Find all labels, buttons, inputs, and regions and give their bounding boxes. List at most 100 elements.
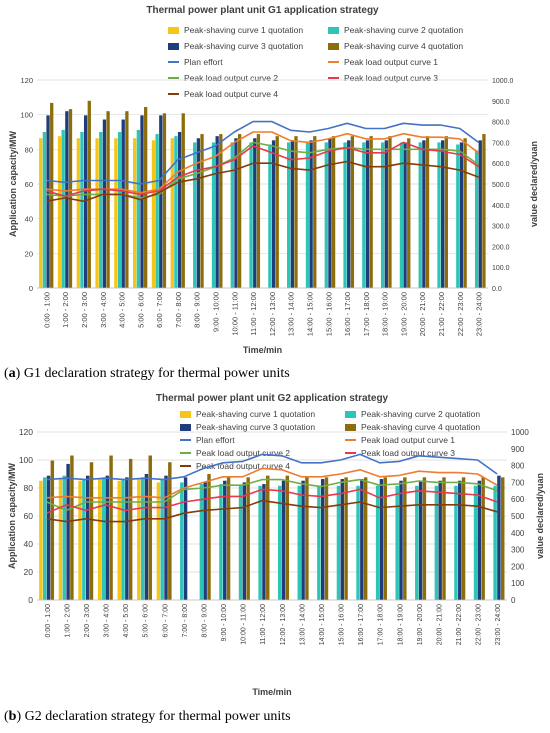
bar bbox=[174, 136, 178, 288]
caption-text: G1 declaration strategy for thermal powe… bbox=[23, 366, 290, 381]
x-tick-label: 10:00 - 11:00 bbox=[241, 604, 248, 645]
bar bbox=[125, 111, 129, 288]
y2-tick-label: 300 bbox=[511, 546, 525, 555]
y2-tick-label: 100 bbox=[511, 579, 525, 588]
bar bbox=[50, 460, 55, 600]
bar bbox=[155, 134, 159, 288]
x-tick-label: 13:00 - 14:00 bbox=[299, 604, 306, 645]
bar bbox=[159, 115, 163, 288]
y2-axis-title: value declared/yuan bbox=[529, 141, 539, 227]
y-tick-label: 0 bbox=[28, 595, 33, 605]
bar bbox=[403, 477, 407, 600]
bar bbox=[461, 477, 466, 600]
legend-swatch bbox=[328, 27, 339, 34]
bar bbox=[375, 485, 380, 600]
bar bbox=[65, 111, 69, 288]
bar bbox=[105, 475, 109, 600]
bar bbox=[458, 480, 462, 600]
y2-axis-title: value declared/yuan bbox=[535, 473, 545, 559]
bar bbox=[456, 144, 460, 288]
x-tick-label: 20:00 - 21:00 bbox=[436, 604, 443, 645]
bar bbox=[99, 132, 103, 288]
panel-g2: Thermal power plant unit G2 application … bbox=[0, 388, 550, 733]
bar bbox=[253, 138, 257, 288]
bar bbox=[437, 142, 441, 288]
caption-label: b bbox=[8, 709, 17, 724]
x-tick-label: 17:00 - 18:00 bbox=[362, 292, 371, 336]
bar bbox=[365, 140, 370, 288]
panel-g1: Thermal power plant unit G1 application … bbox=[4, 5, 539, 381]
x-tick-label: 4:00 - 5:00 bbox=[118, 292, 127, 328]
bar bbox=[478, 140, 482, 288]
caption-label: a bbox=[8, 366, 16, 381]
bar bbox=[454, 485, 458, 600]
legend-label: Peak-shaving curve 2 quotation bbox=[344, 25, 463, 35]
bar bbox=[344, 477, 348, 600]
legend-label: Peak load output curve 4 bbox=[196, 461, 290, 471]
y-tick-label: 100 bbox=[20, 111, 33, 120]
x-tick-label: 10:00 - 11:00 bbox=[230, 292, 239, 336]
y2-tick-label: 700.0 bbox=[492, 140, 510, 147]
y2-tick-label: 700 bbox=[511, 478, 525, 487]
x-tick-label: 9:00 - 10:00 bbox=[212, 292, 221, 332]
y-tick-label: 120 bbox=[19, 427, 33, 437]
bar bbox=[399, 142, 404, 288]
bar bbox=[83, 115, 88, 288]
y-tick-label: 100 bbox=[19, 455, 33, 465]
bar bbox=[128, 458, 133, 600]
bar bbox=[183, 477, 188, 600]
bar bbox=[203, 482, 207, 600]
bar bbox=[215, 136, 219, 288]
y2-tick-label: 600.0 bbox=[492, 161, 510, 168]
bar bbox=[442, 477, 446, 600]
bar bbox=[281, 480, 286, 600]
bar bbox=[151, 140, 156, 288]
x-tick-label: 15:00 - 16:00 bbox=[324, 292, 333, 336]
series-line bbox=[46, 131, 480, 194]
bar bbox=[301, 480, 305, 600]
x-tick-label: 5:00 - 6:00 bbox=[143, 604, 150, 638]
bar bbox=[340, 479, 344, 600]
x-tick-label: 17:00 - 18:00 bbox=[378, 604, 385, 645]
x-tick-label: 22:00 - 23:00 bbox=[476, 604, 483, 645]
bar bbox=[473, 485, 478, 600]
y-tick-label: 40 bbox=[25, 215, 33, 224]
bar bbox=[181, 113, 185, 288]
bar bbox=[347, 140, 351, 288]
bar bbox=[121, 479, 125, 600]
bar bbox=[297, 485, 301, 600]
bar bbox=[82, 479, 86, 600]
bar bbox=[493, 485, 497, 600]
y2-tick-label: 900 bbox=[511, 445, 525, 454]
bar bbox=[133, 138, 137, 288]
legend-label: Peak-shaving curve 4 quotation bbox=[344, 41, 463, 51]
legend-label: Peak load output curve 1 bbox=[344, 57, 438, 67]
legend-label: Peak-shaving curve 3 quotation bbox=[184, 41, 303, 51]
bar bbox=[336, 485, 341, 600]
bar bbox=[66, 463, 70, 600]
x-tick-label: 5:00 - 6:00 bbox=[136, 292, 145, 328]
x-tick-label: 21:00 - 22:00 bbox=[456, 604, 463, 645]
x-tick-label: 18:00 - 19:00 bbox=[397, 604, 404, 645]
x-tick-label: 12:00 - 13:00 bbox=[268, 292, 277, 336]
legend-swatch bbox=[168, 43, 179, 50]
bar bbox=[137, 479, 141, 600]
x-tick-label: 13:00 - 14:00 bbox=[287, 292, 296, 336]
bar bbox=[199, 484, 204, 600]
y2-tick-label: 0.0 bbox=[492, 286, 502, 293]
bar bbox=[85, 475, 90, 600]
x-axis-title: Time/min bbox=[243, 345, 282, 355]
bar bbox=[343, 142, 347, 288]
bar bbox=[388, 136, 392, 288]
y-tick-label: 20 bbox=[25, 249, 33, 258]
bar bbox=[438, 480, 442, 600]
bar bbox=[193, 142, 197, 288]
x-tick-label: 2:00 - 3:00 bbox=[84, 604, 91, 638]
bar bbox=[474, 150, 479, 288]
bar bbox=[380, 142, 385, 288]
legend-label: Plan effort bbox=[184, 57, 223, 67]
x-tick-label: 16:00 - 17:00 bbox=[343, 292, 352, 336]
x-axis-title: Time/min bbox=[252, 687, 291, 697]
bar bbox=[290, 140, 294, 288]
bar bbox=[249, 142, 253, 288]
